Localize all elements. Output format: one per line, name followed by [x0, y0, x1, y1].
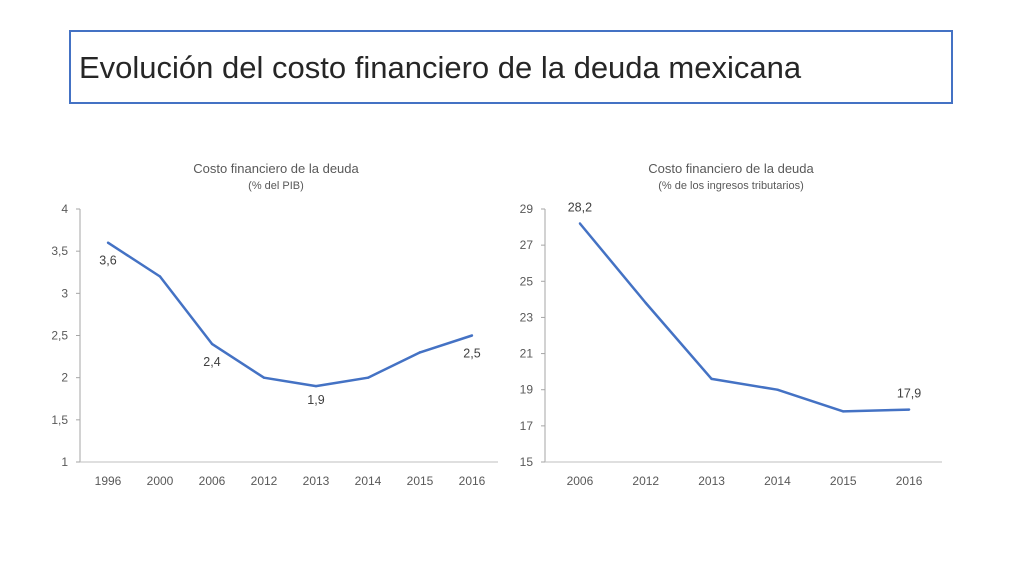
left-data-point [210, 342, 214, 346]
left-x-tick-label: 2016 [459, 474, 486, 488]
right-y-tick-label: 15 [520, 455, 534, 469]
left-y-tick-label: 2 [61, 371, 68, 385]
left-data-point [262, 376, 266, 379]
title-box: Evolución del costo financiero de la deu… [69, 30, 953, 104]
page-title: Evolución del costo financiero de la deu… [79, 50, 802, 85]
left-data-label: 3,6 [99, 254, 116, 268]
right-x-tick-label: 2014 [764, 474, 791, 488]
right-data-point [644, 301, 647, 305]
right-y-tick-label: 23 [520, 310, 534, 324]
right-y-tick-label: 25 [520, 274, 534, 288]
left-x-tick-label: 2013 [303, 474, 330, 488]
left-x-tick-label: 1996 [95, 474, 122, 488]
left-data-point [106, 241, 110, 244]
left-x-tick-label: 2006 [199, 474, 226, 488]
left-x-tick-label: 2015 [407, 474, 434, 488]
right-x-tick-label: 2013 [698, 474, 725, 488]
right-x-tick-label: 2012 [632, 474, 659, 488]
right-y-tick-label: 27 [520, 238, 534, 252]
right-data-point [710, 377, 713, 381]
right-data-label: 17,9 [897, 387, 921, 401]
left-x-tick-label: 2000 [147, 474, 174, 488]
left-data-point [158, 275, 162, 278]
left-data-label: 2,4 [203, 355, 220, 369]
left-y-tick-label: 4 [61, 202, 68, 216]
right-y-tick-label: 17 [520, 419, 534, 433]
left-data-point [418, 351, 422, 354]
left-y-tick-label: 3,5 [51, 244, 68, 258]
right-data-point [842, 410, 845, 413]
right-y-tick-label: 19 [520, 383, 534, 397]
left-data-point [366, 376, 370, 379]
left-data-point [470, 334, 474, 337]
left-series-line [107, 241, 473, 388]
right-y-tick-label: 21 [520, 347, 534, 361]
left-chart-subtitle: (% del PIB) [248, 180, 304, 192]
right-x-tick-label: 2016 [896, 474, 923, 488]
right-data-point [578, 222, 582, 225]
right-series-line [578, 222, 910, 413]
left-x-tick-label: 2012 [251, 474, 278, 488]
right-chart-title: Costo financiero de la deuda [648, 161, 814, 176]
left-y-tick-label: 1,5 [51, 413, 68, 427]
right-chart-subtitle: (% de los ingresos tributarios) [658, 180, 804, 192]
left-y-tick-label: 2,5 [51, 329, 68, 343]
right-x-tick-label: 2015 [830, 474, 857, 488]
right-data-point [907, 408, 911, 411]
right-data-label: 28,2 [568, 200, 592, 214]
right-x-tick-label: 2006 [567, 474, 594, 488]
left-data-label: 2,5 [463, 347, 480, 361]
left-data-point [314, 384, 318, 388]
left-chart-title: Costo financiero de la deuda [193, 161, 359, 176]
left-x-tick-label: 2014 [355, 474, 382, 488]
left-y-tick-label: 3 [61, 286, 68, 300]
right-y-tick-label: 29 [520, 202, 534, 216]
left-y-tick-label: 1 [61, 455, 68, 469]
right-data-point [776, 388, 779, 391]
left-data-label: 1,9 [307, 393, 324, 407]
